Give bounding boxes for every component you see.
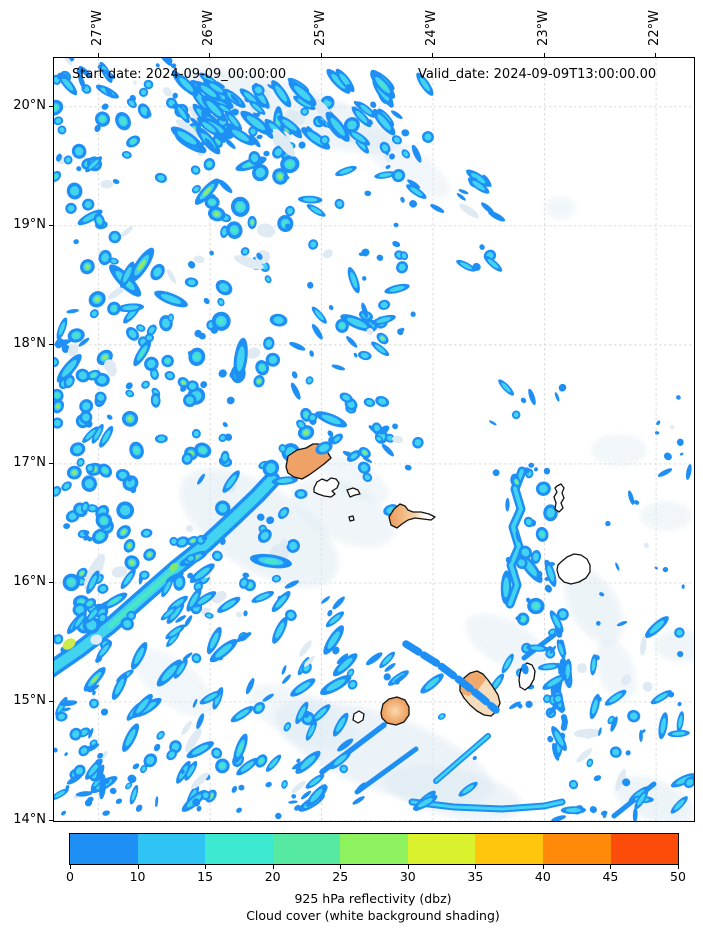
- island-santa-luzia: [346, 487, 361, 498]
- precip-features-over: [315, 441, 529, 675]
- colorbar-tick-label: 0: [66, 869, 74, 884]
- colorbar-segment: [340, 834, 408, 864]
- lon-tickmark: [655, 53, 657, 57]
- colorbar-tickmark: [542, 865, 544, 869]
- colorbar-tick-label: 25: [332, 869, 349, 884]
- colorbar-tickmark: [137, 865, 139, 869]
- colorbar-tickmark: [205, 865, 207, 869]
- colorbar-title: 925 hPa reflectivity (dbz): [294, 891, 452, 906]
- start-date-label: Start date: 2024-09-09_00:00:00: [72, 67, 287, 82]
- lat-tick-label: 19°N: [13, 216, 46, 232]
- lat-tickmark: [49, 224, 53, 226]
- colorbar-segment: [407, 834, 476, 864]
- lon-tick-label: 22°W: [647, 10, 663, 46]
- colorbar-tickmark: [340, 865, 342, 869]
- colorbar-segment: [205, 834, 273, 864]
- island-sao-nicolau: [388, 503, 436, 529]
- colorbar-tickmark: [407, 865, 409, 869]
- lon-tick-label: 23°W: [535, 10, 551, 46]
- legend-dash-icon: [57, 74, 68, 79]
- island-sao-vicente: [313, 477, 340, 498]
- colorbar-tick-label: 20: [264, 869, 281, 884]
- colorbar-tickmark: [475, 865, 477, 869]
- colorbar-segment: [542, 834, 611, 864]
- reflectivity-colorbar: [69, 833, 679, 865]
- colorbar-segment: [610, 834, 679, 864]
- precip-speckle: [54, 58, 694, 821]
- colorbar-tick-label: 50: [670, 869, 686, 884]
- lat-tickmark: [49, 105, 53, 107]
- colorbar-segment: [70, 834, 138, 864]
- lat-tick-label: 14°N: [13, 812, 46, 827]
- island-fogo: [380, 696, 410, 726]
- lon-tickmark: [432, 53, 434, 57]
- lon-tick-label: 27°W: [89, 10, 105, 46]
- colorbar-tick-label: 15: [197, 869, 214, 884]
- lon-tick-label: 26°W: [201, 10, 217, 46]
- lon-tick-label: 25°W: [312, 10, 328, 46]
- lon-tickmark: [543, 53, 545, 57]
- lon-tickmark: [320, 53, 322, 57]
- colorbar-tickmark: [70, 865, 71, 869]
- colorbar-tickmark: [272, 865, 274, 869]
- colorbar-tick-label: 10: [129, 869, 146, 884]
- lat-tick-label: 16°N: [13, 573, 46, 589]
- lon-tickmark: [209, 53, 211, 57]
- lat-tickmark: [49, 462, 53, 464]
- lat-tick-label: 20°N: [13, 97, 46, 113]
- colorbar-subtitle: Cloud cover (white background shading): [246, 908, 500, 923]
- colorbar-segment: [475, 834, 543, 864]
- lat-tick-label: 17°N: [13, 454, 46, 470]
- colorbar-tick-label: 30: [399, 869, 416, 884]
- island-boa-vista: [556, 553, 591, 585]
- colorbar-tick-label: 40: [534, 869, 551, 884]
- lon-tick-label: 24°W: [424, 10, 440, 46]
- island-brava: [352, 710, 365, 724]
- lon-tickmark: [97, 53, 99, 57]
- colorbar-segment: [272, 834, 341, 864]
- colorbar-segment: [137, 834, 206, 864]
- lat-tickmark: [49, 343, 53, 345]
- lat-tick-label: 15°N: [13, 692, 46, 708]
- colorbar-tick-label: 35: [467, 869, 484, 884]
- lat-tickmark: [49, 820, 53, 821]
- precip-features: [62, 425, 555, 650]
- reflectivity-map: [54, 58, 694, 821]
- lat-tickmark: [49, 581, 53, 583]
- map-plot-area: Start date: 2024-09-09_00:00:00 Valid_da…: [53, 57, 695, 822]
- precip-bands-over: [402, 640, 500, 714]
- colorbar-tick-label: 45: [602, 869, 619, 884]
- lat-tickmark: [49, 700, 53, 702]
- island-raso: [348, 515, 355, 522]
- colorbar-tickmark: [678, 865, 679, 869]
- island-sal: [553, 483, 565, 513]
- colorbar-tickmark: [610, 865, 612, 869]
- valid-date-label: Valid_date: 2024-09-09T13:00:00.00: [418, 67, 657, 82]
- lat-tick-label: 18°N: [13, 335, 46, 351]
